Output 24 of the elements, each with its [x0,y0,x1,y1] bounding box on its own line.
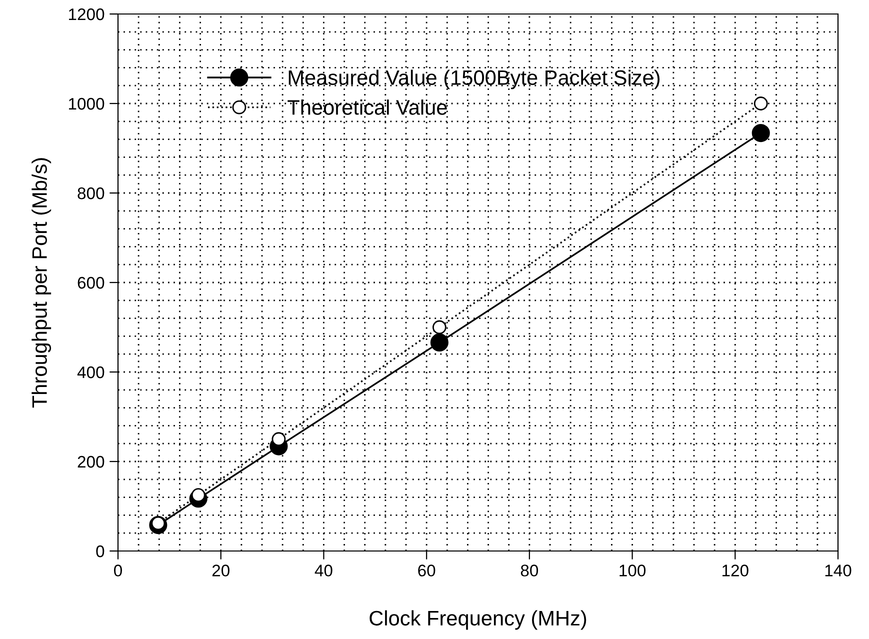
x-tick-label: 100 [620,564,646,576]
legend-label: Theoretical Value [288,100,447,115]
point [754,96,768,110]
point [430,333,448,352]
y-tick-label: 200 [78,456,104,468]
y-tick-label: 1200 [69,8,104,20]
x-tick-label: 60 [418,564,436,576]
x-tick-label: 80 [520,564,538,576]
x-tick-label: 0 [114,564,122,576]
y-axis-title: Throughput per Port (Mb/s) [32,158,52,408]
y-tick-label: 800 [78,187,104,200]
x-tick-label: 40 [314,564,332,576]
y-tick-label: 400 [77,366,104,378]
y-tick-label: 1000 [69,98,104,110]
point [752,124,770,142]
point [432,320,446,334]
legend-label: Measured Value (1500Byte Packet Size) [288,70,660,90]
x-tick-label: 140 [825,564,852,576]
y-tick-label: 600 [78,276,104,289]
x-tick-label: 120 [722,564,748,576]
x-tick-label: 20 [212,564,230,576]
x-axis-title: Clock Frequency (MHz) [370,610,586,630]
point [272,432,286,446]
y-tick-label: 0 [96,545,104,558]
